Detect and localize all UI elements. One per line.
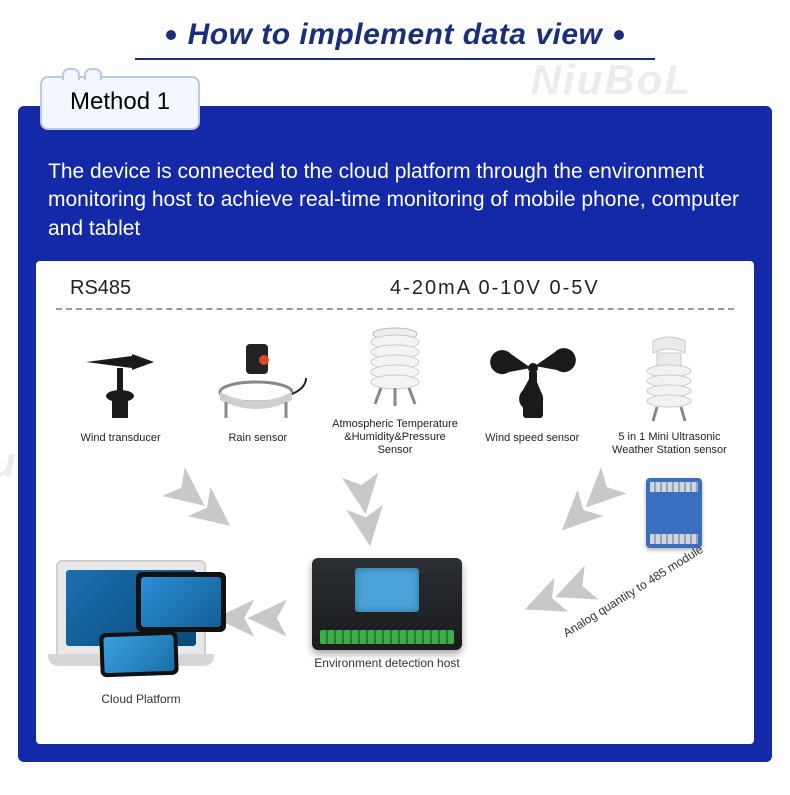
- dashed-divider: [56, 308, 734, 310]
- protocol-row: RS485 4-20mA 0-10V 0-5V: [52, 275, 738, 308]
- host-icon: [312, 558, 462, 650]
- devices-icon: [56, 560, 226, 672]
- arrow-icon: ➤➤: [151, 454, 238, 540]
- flow-diagram: ➤➤ ➤➤ ➤➤ Analog quantity to 485 module ➤…: [52, 464, 738, 724]
- sensor-wind-speed: Wind speed sensor: [468, 338, 597, 458]
- title-row: How to implement data view: [0, 0, 790, 52]
- sensor-row: Wind transducer Rain sensor: [52, 324, 738, 458]
- cloud-node: Cloud Platform: [56, 560, 226, 706]
- module-node: [646, 478, 702, 548]
- title-underline: [135, 58, 655, 60]
- sensor-label: 5 in 1 Mini Ultrasonic Weather Station s…: [605, 431, 734, 457]
- host-label: Environment detection host: [314, 656, 459, 670]
- arrow-icon: ➤➤: [228, 590, 293, 648]
- arrow-icon: ➤➤: [552, 455, 639, 542]
- protocol-right: 4-20mA 0-10V 0-5V: [320, 277, 728, 300]
- page-title: How to implement data view: [188, 18, 603, 52]
- arrow-icon: ➤➤: [331, 464, 398, 537]
- sensor-label: Wind transducer: [81, 432, 161, 458]
- host-node: Environment detection host: [312, 558, 462, 670]
- sensor-rain: Rain sensor: [193, 338, 322, 458]
- sensor-ultrasonic: 5 in 1 Mini Ultrasonic Weather Station s…: [605, 337, 734, 457]
- rain-gauge-icon: [206, 340, 310, 424]
- method-tab-label: Method 1: [70, 88, 170, 115]
- ultrasonic-station-icon: [629, 335, 709, 423]
- method-tab: Method 1: [40, 76, 200, 130]
- title-dot-right: [614, 30, 624, 40]
- wind-vane-icon: [76, 344, 166, 424]
- sensor-label: Wind speed sensor: [485, 432, 579, 458]
- sensor-label: Atmospheric Temperature &Humidity&Pressu…: [330, 418, 459, 458]
- protocol-left: RS485: [70, 277, 320, 300]
- diagram-box: RS485 4-20mA 0-10V 0-5V Wind transducer: [36, 261, 754, 744]
- method-description: The device is connected to the cloud pla…: [48, 158, 742, 243]
- sensor-wind-transducer: Wind transducer: [56, 338, 185, 458]
- cloud-label: Cloud Platform: [101, 692, 180, 706]
- radiation-shield-icon: [355, 324, 435, 410]
- method-panel: Method 1 The device is connected to the …: [18, 106, 772, 762]
- title-dot-left: [166, 30, 176, 40]
- sensor-thp: Atmospheric Temperature &Humidity&Pressu…: [330, 324, 459, 458]
- sensor-label: Rain sensor: [228, 432, 287, 458]
- module-icon: [646, 478, 702, 548]
- watermark-text: NiuBoL: [531, 56, 692, 104]
- anemometer-icon: [485, 342, 579, 424]
